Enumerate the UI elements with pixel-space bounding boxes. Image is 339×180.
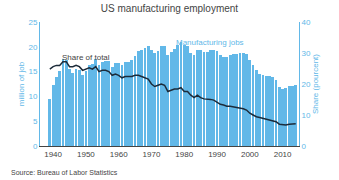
svg-text:40: 40 [302,18,311,27]
svg-text:1980: 1980 [175,150,193,159]
svg-text:30: 30 [302,49,311,58]
svg-text:1960: 1960 [110,150,128,159]
svg-text:10: 10 [28,92,37,101]
svg-text:Share (pourcent): Share (pourcent) [311,54,320,114]
svg-text:2000: 2000 [241,150,259,159]
svg-text:0: 0 [302,142,307,151]
svg-text:25: 25 [28,18,37,27]
svg-text:Manufacturing jobs: Manufacturing jobs [176,38,244,47]
svg-text:20: 20 [302,80,311,89]
svg-text:5: 5 [33,117,38,126]
svg-text:Source: Bureau of Labor Statis: Source: Bureau of Labor Statistics [11,169,118,176]
svg-text:20: 20 [28,43,37,52]
svg-text:million of job: million of job [17,61,26,106]
svg-text:1990: 1990 [208,150,226,159]
svg-text:2010: 2010 [274,150,292,159]
svg-text:US manufacturing employment: US manufacturing employment [101,3,239,14]
svg-text:1970: 1970 [143,150,161,159]
svg-text:1950: 1950 [77,150,95,159]
svg-text:0: 0 [33,142,38,151]
svg-text:1940: 1940 [44,150,62,159]
svg-text:Share of total: Share of total [62,53,110,62]
svg-text:10: 10 [302,111,311,120]
svg-text:15: 15 [28,67,37,76]
